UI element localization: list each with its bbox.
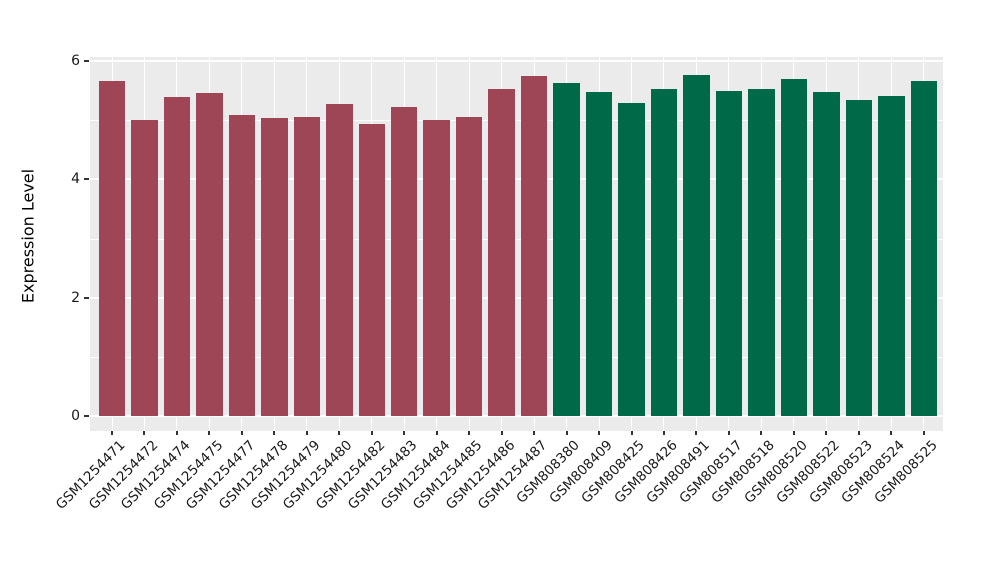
- bar-GSM1254471: [98, 81, 126, 416]
- y-tick-mark: [84, 60, 89, 63]
- major-gridline: [90, 415, 943, 417]
- y-tick-label: 4: [71, 171, 80, 188]
- bar-GSM808517: [715, 91, 743, 416]
- bar-GSM808522: [813, 92, 840, 416]
- x-tick-mark: [565, 431, 568, 435]
- x-tick-mark: [533, 431, 536, 435]
- x-tick-mark: [338, 431, 341, 435]
- y-tick-label: 0: [71, 408, 80, 424]
- bar-GSM1254472: [131, 120, 158, 416]
- x-tick-mark: [435, 431, 438, 435]
- bar-GSM1254485: [455, 116, 483, 416]
- bar-GSM808409: [585, 91, 613, 416]
- x-tick-mark: [760, 431, 763, 435]
- y-tick-mark: [84, 296, 89, 299]
- y-tick-mark: [84, 178, 89, 181]
- bar-GSM808491: [683, 75, 710, 416]
- bar-GSM1254474: [163, 97, 191, 416]
- plot-area: [90, 57, 943, 431]
- x-tick-mark: [111, 431, 113, 435]
- bar-GSM808426: [650, 89, 678, 416]
- x-tick-mark: [143, 431, 146, 435]
- x-tick-mark: [598, 431, 601, 435]
- bar-GSM1254478: [261, 117, 288, 416]
- bar-GSM808520: [780, 78, 808, 416]
- x-tick-mark: [500, 431, 503, 435]
- y-tick-label: 6: [71, 53, 80, 70]
- minor-gridline: [90, 238, 943, 240]
- bar-GSM1254487: [520, 76, 548, 416]
- y-tick-mark: [84, 415, 89, 417]
- x-tick-mark: [792, 431, 795, 435]
- x-tick-mark: [695, 431, 698, 435]
- bar-GSM808523: [845, 100, 873, 416]
- bar-GSM808518: [748, 88, 775, 416]
- minor-gridline: [90, 356, 943, 358]
- bar-GSM808425: [618, 103, 645, 416]
- bar-GSM808525: [910, 80, 937, 416]
- x-tick-mark: [857, 431, 860, 435]
- bar-GSM808380: [553, 82, 580, 416]
- bar-GSM1254480: [326, 103, 353, 416]
- x-tick-mark: [273, 431, 276, 435]
- x-tick-mark: [208, 431, 211, 435]
- bar-GSM1254482: [358, 123, 385, 416]
- x-tick-mark: [175, 431, 178, 435]
- major-gridline: [90, 60, 943, 63]
- minor-gridline: [90, 120, 943, 122]
- bar-GSM1254479: [293, 116, 321, 416]
- x-tick-mark: [630, 431, 633, 435]
- x-tick-mark: [825, 431, 828, 435]
- y-tick-label: 2: [71, 289, 80, 306]
- bar-GSM1254486: [488, 89, 515, 416]
- y-axis-title: Expression Level: [18, 168, 38, 304]
- bar-GSM1254475: [196, 93, 223, 416]
- x-tick-mark: [662, 431, 665, 435]
- bar-GSM1254484: [423, 119, 450, 416]
- x-tick-mark: [468, 431, 471, 435]
- x-tick-mark: [240, 431, 243, 435]
- major-gridline: [90, 178, 943, 181]
- x-tick-mark: [727, 431, 730, 435]
- x-tick-mark: [890, 431, 893, 435]
- x-tick-mark: [305, 431, 308, 435]
- x-tick-mark: [922, 431, 925, 435]
- major-gridline: [90, 296, 943, 299]
- x-tick-mark: [370, 431, 373, 435]
- x-tick-mark: [403, 431, 406, 435]
- bar-GSM808524: [878, 95, 905, 416]
- bar-GSM1254483: [390, 107, 418, 416]
- bar-GSM1254477: [228, 114, 256, 416]
